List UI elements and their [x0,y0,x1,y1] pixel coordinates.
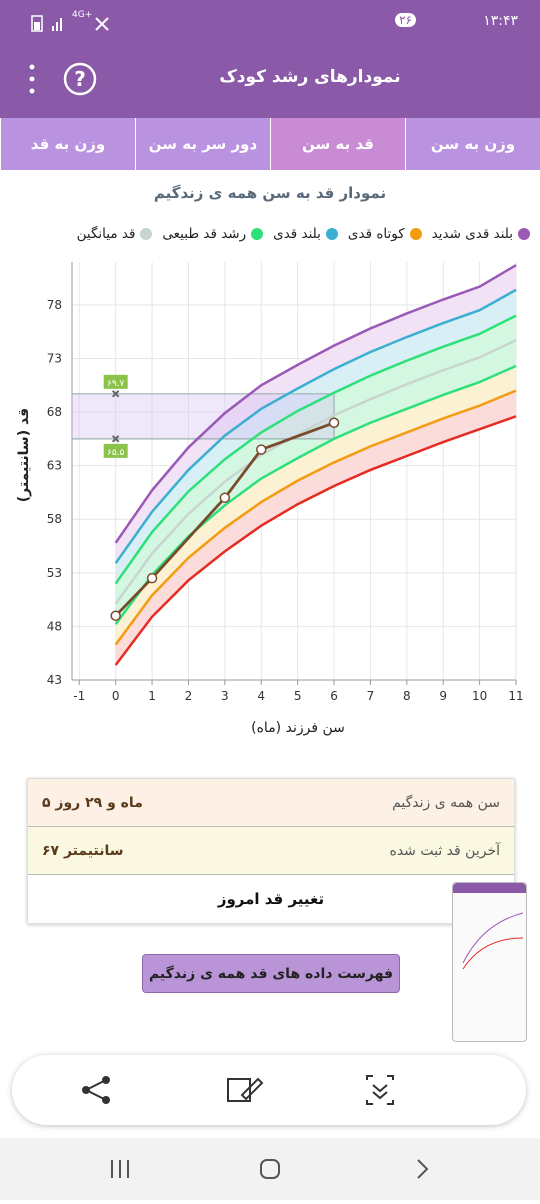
annotation-marker [111,390,120,398]
clock: ۱۳:۴۳ [483,13,518,29]
y-tick-label: 43 [47,673,62,687]
series-line [114,389,517,646]
point [255,444,267,455]
annotation-label: ۶۹.۷ [107,379,125,389]
legend-label: بلند قدی [273,226,321,242]
toolbar-icons[interactable] [12,1055,526,1125]
app-actions[interactable]: ? [16,61,106,101]
legend-label: رشد قد طبیعی [162,226,247,242]
series-line [114,314,517,585]
thumbnail[interactable] [452,882,527,1042]
x-tick-label: 2 [185,689,193,703]
svg-text:?: ? [74,67,86,91]
legend-item: بلند قدی شدید [432,226,530,242]
legend-item: رشد قد طبیعی [162,226,264,242]
list-button[interactable]: فهرست داده های قد همه ی زندگیم [142,954,400,993]
x-tick-label: 11 [508,689,523,703]
x-tick-label: -1 [73,689,85,703]
legend-item: قد میانگین [77,226,153,242]
y-tick-label: 68 [47,405,62,419]
status-bar: ۱۳:۴۳ ۲۶ 4G+ [0,0,540,45]
y-tick-label: 48 [47,619,62,633]
x-tick-label: 1 [148,689,156,703]
status-icons [31,15,109,32]
x-axis-label: سن فرزند (ماه) [251,720,345,736]
series-line [114,264,517,544]
tab[interactable]: وزن به قد [0,118,135,170]
legend-swatch [251,228,264,240]
legend-swatch [518,228,530,240]
network: 4G+ [72,10,93,20]
chart-title: نمودار قد به سن همه ی زندگیم [154,184,386,202]
y-axis-label: قد (سانتیمتر) [16,408,32,502]
nav-icons[interactable] [0,1138,540,1200]
tab[interactable]: وزن به سن [405,118,540,170]
x-tick-label: 4 [257,689,265,703]
app-bar: نمودارهای رشد کودک ? [0,45,540,118]
x-tick-label: 3 [221,689,229,703]
y-tick-label: 53 [47,566,62,580]
legend-item: بلند قدی [273,226,338,242]
x-tick-label: 6 [330,689,338,703]
summary-row: آخرین قد ثبت شده ۶۷ سانتیمتر [28,827,514,875]
x-tick-label: 10 [472,689,487,703]
tab[interactable]: قد به سن [270,118,405,170]
annotation-box [103,374,128,389]
band [115,289,517,584]
series-line [114,339,517,605]
y-tick-label: 73 [47,351,62,365]
x-tick-label: 8 [403,689,411,703]
app-title: نمودارهای رشد کودک [219,67,401,87]
series-line [114,415,517,666]
point [110,610,121,621]
legend-label: کوتاه قدی [347,226,405,242]
point [146,572,158,584]
legend-item: کوتاه قدی [348,226,422,242]
point [328,417,340,429]
band [115,390,517,665]
badge: ۲۶ [395,13,416,27]
y-tick-label: 78 [47,298,62,312]
point [219,492,231,504]
floating-toolbar [12,1055,526,1125]
x-tick-label: 7 [367,689,375,703]
summary-card: سن همه ی زندگیم ۵ ماه و ۲۹ روز آخرین قد … [27,778,515,924]
summary-row: سن همه ی زندگیم ۵ ماه و ۲۹ روز [28,779,514,827]
legend-label: قد میانگین [76,226,136,242]
x-tick-label: 0 [112,689,120,703]
legend-swatch [409,228,422,240]
change-height-button[interactable]: تغییر قد امروز [217,890,325,908]
x-tick-label: 5 [294,689,302,703]
legend: بلند قدی شدید کوتاه قدی بلند قدی رشد قد طبی… [10,226,530,242]
row-value: ۶۷ سانتیمتر [42,842,124,859]
legend-label: بلند قدی شدید [431,226,513,242]
x-tick-label: 9 [439,689,447,703]
legend-swatch [325,228,338,240]
nav-bar [0,1138,540,1200]
series-line [114,288,517,564]
row-label: سن همه ی زندگیم [392,794,500,811]
row-value: ۵ ماه و ۲۹ روز [42,794,143,811]
row-label: آخرین قد ثبت شده [389,842,501,859]
tab-bar: وزن به سن قد به سن دور سر به سن وزن به قد [0,118,540,170]
legend-swatch [140,228,153,240]
y-tick-label: 63 [47,459,62,473]
chart: نمودار قد به سن همه ی زندگیم سن فرزند (م… [16,184,524,736]
y-tick-label: 58 [47,512,62,526]
band [115,315,517,625]
band [115,365,517,645]
annotation-box [103,443,128,458]
annotation-label: ۶۵.۵ [107,448,125,458]
band [115,265,517,564]
tab[interactable]: دور سر به سن [135,118,270,170]
annotation-marker [111,435,120,443]
